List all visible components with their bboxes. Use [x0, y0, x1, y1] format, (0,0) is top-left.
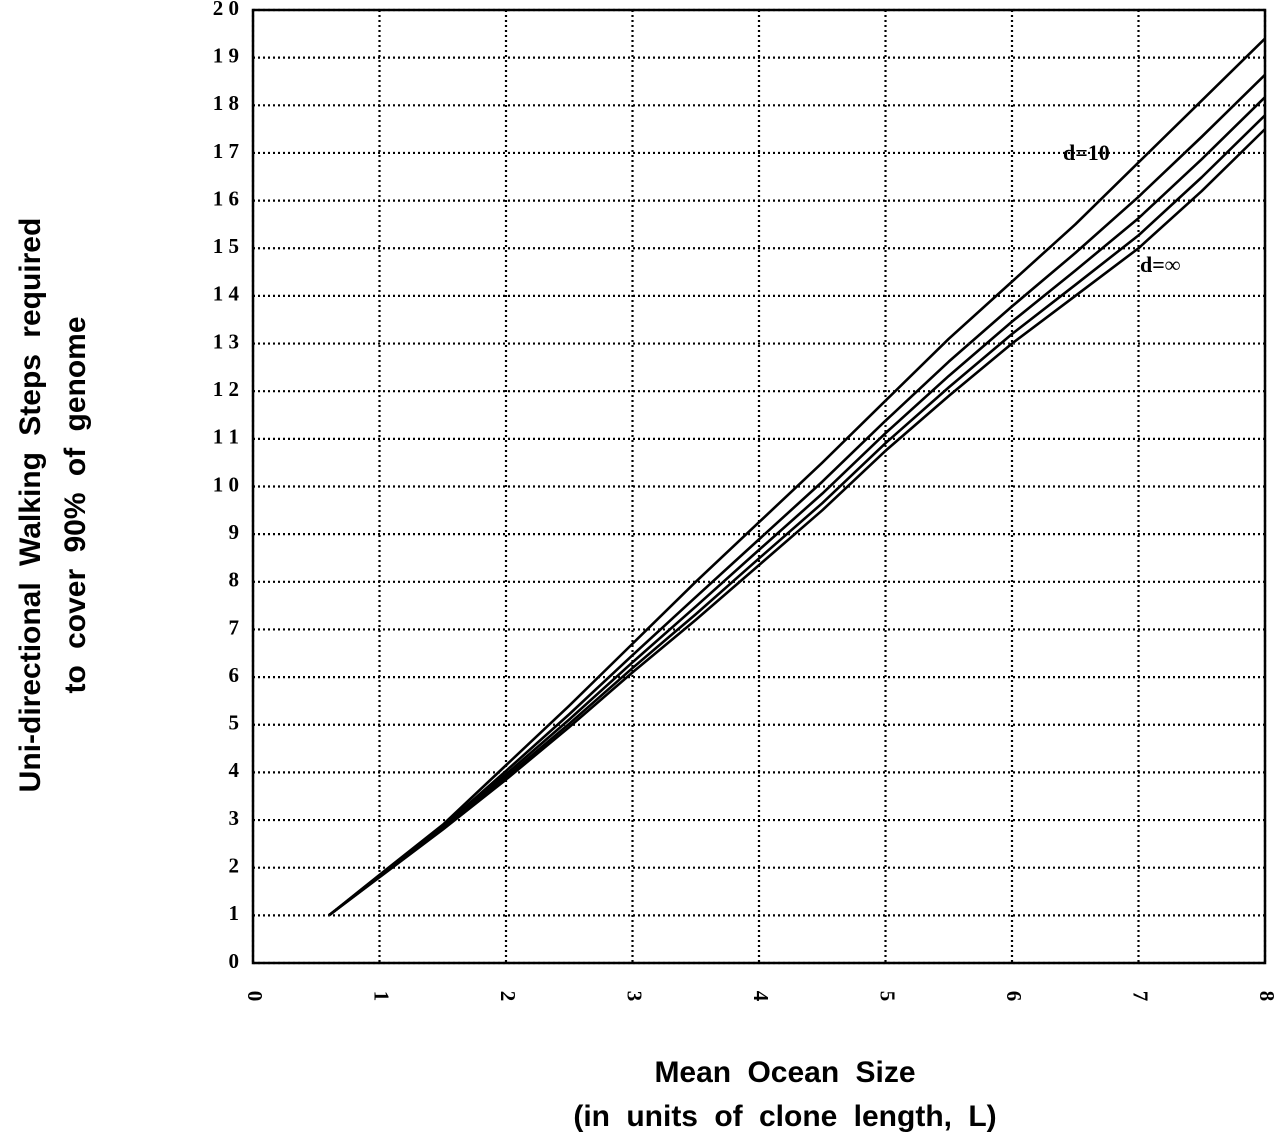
x-tick-label: 7: [1129, 991, 1153, 1002]
y-tick-label: 0: [229, 949, 240, 973]
y-tick-label: 3: [229, 806, 240, 830]
x-tick-label: 1: [370, 991, 394, 1002]
annotation: d=∞: [1140, 252, 1181, 277]
annotation: d=10: [1063, 140, 1110, 165]
y-axis-title: Uni-directional Walking Steps required: [14, 218, 47, 793]
x-tick-label: 6: [1002, 991, 1026, 1002]
x-tick-label: 2: [496, 991, 520, 1002]
y-axis-title: to cover 90% of genome: [59, 316, 92, 693]
y-tick-label: 1 9: [213, 43, 239, 67]
y-tick-label: 1 8: [213, 91, 239, 115]
y-tick-label: 1 4: [213, 282, 240, 306]
y-tick-label: 5: [229, 711, 240, 735]
plot-frame: [251, 8, 1267, 965]
y-tick-label: 2: [229, 854, 240, 878]
y-tick-label: 9: [229, 520, 240, 544]
data-line: [328, 128, 1266, 917]
y-tick-label: 1 5: [213, 234, 239, 258]
x-tick-label: 3: [623, 991, 647, 1002]
y-tick-label: 1 2: [213, 377, 239, 401]
x-tick-label: 8: [1255, 991, 1279, 1002]
y-tick-label: 1 3: [213, 329, 239, 353]
y-tick-label: 1 6: [213, 186, 239, 210]
y-tick-label: 7: [229, 615, 240, 639]
x-tick-label: 5: [876, 991, 900, 1002]
data-line: [328, 73, 1266, 917]
y-tick-label: 1: [229, 901, 240, 925]
y-tick-label: 8: [229, 568, 240, 592]
x-tick-label: 4: [749, 991, 773, 1002]
y-tick-label: 1 7: [213, 139, 239, 163]
x-tick-label: 0: [243, 991, 267, 1002]
y-tick-label: 4: [229, 758, 240, 782]
x-axis-title: (in units of clone length, L): [573, 1100, 996, 1133]
data-line: [328, 114, 1266, 917]
y-tick-label: 6: [229, 663, 240, 687]
data-line: [328, 37, 1266, 917]
y-tick-label: 1 1: [213, 425, 239, 449]
x-axis-title: Mean Ocean Size: [654, 1056, 915, 1089]
y-tick-label: 2 0: [213, 0, 239, 20]
y-tick-label: 1 0: [213, 472, 239, 496]
data-line: [328, 96, 1266, 917]
